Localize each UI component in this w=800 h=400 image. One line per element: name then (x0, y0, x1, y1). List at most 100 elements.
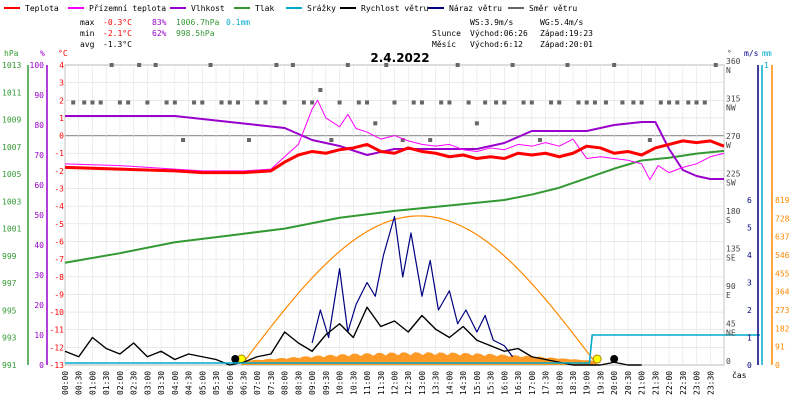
tick-x: 12:30 (404, 371, 413, 395)
wind-dir-point (584, 100, 589, 105)
tick-solar: 546 (775, 251, 790, 260)
tick-x: 11:00 (363, 371, 372, 395)
wind-dir-point (483, 100, 488, 105)
wind-dir-point (318, 88, 323, 92)
tick-deg: 90 (726, 282, 736, 291)
wind-dir-point (282, 100, 287, 105)
solar-theoretical-line (241, 215, 597, 366)
legend-label: Náraz větru (449, 4, 502, 13)
legend-item-srazky: Srážky (286, 4, 336, 13)
tick-hpa: 1013 (2, 61, 21, 70)
wind-dir-point (466, 100, 471, 105)
tick-pct: 80 (34, 121, 44, 130)
stats-min-press: 998.5hPa (176, 29, 215, 38)
wind-dir-point (557, 100, 562, 105)
sunset-marker (592, 354, 602, 364)
tick-x: 01:00 (88, 371, 97, 395)
tick-x: 03:30 (157, 371, 166, 395)
tick-ms: 4 (747, 251, 752, 260)
tick-x: 15:00 (473, 371, 482, 395)
tick-hpa: 997 (2, 279, 17, 288)
solar-measured-area (241, 352, 598, 365)
wind-dir-point (521, 100, 526, 105)
wind-dir-point (90, 100, 95, 105)
wind-dir-point (702, 100, 707, 105)
stats-min-hum: 62% (152, 29, 167, 38)
tick-c: -7 (54, 255, 64, 264)
wind-dir-point (510, 63, 515, 67)
wind-dir-point (98, 100, 103, 105)
stats-moon-label: Měsíc (432, 40, 456, 49)
tick-solar: 637 (775, 233, 790, 242)
wind-dir-point (109, 63, 114, 67)
wind-dir-point (667, 100, 672, 105)
tick-solar: 364 (775, 288, 790, 297)
tick-ms: 6 (747, 196, 752, 205)
unit-deg: ° (727, 49, 732, 58)
wind-dir-point (246, 138, 251, 142)
tick-ms: 5 (747, 224, 752, 233)
legend-label: Rychlost větru (361, 4, 429, 13)
wind-dir-point (263, 100, 268, 105)
tick-x: 04:30 (185, 371, 194, 395)
tick-deg: 45 (726, 320, 736, 329)
wind-dir-point (631, 100, 636, 105)
tick-pct: 100 (30, 61, 45, 70)
tick-solar: 728 (775, 214, 790, 223)
wind-dir-point (71, 100, 76, 105)
series-rychlost-vetru (64, 306, 642, 366)
legend-item-prizemni-teplota: Přízemní teplota (68, 4, 166, 13)
tick-x: 18:00 (555, 371, 564, 395)
tick-solar: 182 (775, 324, 790, 333)
series-layer (64, 63, 760, 366)
tick-x: 07:30 (267, 371, 276, 395)
legend-label: Směr větru (529, 4, 577, 13)
tick-c: -5 (54, 220, 64, 229)
legend-label: Srážky (307, 4, 336, 13)
stats-block: max -0.3°C 83% 1006.7hPa 0.1mm min -2.1°… (80, 18, 593, 49)
wind-dir-point (255, 100, 260, 105)
tick-pct: 90 (34, 91, 44, 100)
tick-hpa: 999 (2, 252, 17, 261)
series-teplota (64, 139, 725, 175)
wind-dir-point (164, 100, 169, 105)
tick-x: 12:00 (391, 371, 400, 395)
wind-dir-point (337, 100, 342, 105)
tick-x: 00:30 (75, 371, 84, 395)
tick-hpa: 1005 (2, 170, 21, 179)
unit-pct: % (40, 49, 45, 58)
series-vlhkost (65, 115, 724, 180)
tick-x: 02:00 (116, 371, 125, 395)
tick-x: 05:30 (212, 371, 221, 395)
tick-x: 14:00 (445, 371, 454, 395)
tick-pct: 70 (34, 151, 44, 160)
stats-ws: WS:3.9m/s (470, 18, 514, 27)
legend-item-smer-vetru: Směr větru (508, 4, 577, 13)
tick-x: 05:00 (198, 371, 207, 395)
tick-x: 09:00 (308, 371, 317, 395)
tick-ms: 2 (747, 306, 752, 315)
tick-c: -8 (54, 273, 64, 282)
wind-dir-point (82, 100, 87, 105)
tick-x: 00:00 (61, 371, 70, 395)
tick-x: 19:00 (583, 371, 592, 395)
wind-dir-point (365, 100, 370, 105)
unit-ms: m/s (744, 49, 759, 58)
tick-x: 13:00 (418, 371, 427, 395)
wind-dir-point (455, 63, 460, 67)
legend: Teplota Přízemní teplota Vlhkost Tlak Sr… (4, 4, 577, 13)
stats-sunset: Západ:19:23 (540, 29, 593, 38)
tick-x: 02:30 (130, 371, 139, 395)
tick-c: -1 (54, 149, 64, 158)
legend-item-tlak: Tlak (234, 4, 274, 13)
wind-dir-point (290, 63, 295, 67)
wind-dir-point (686, 100, 691, 105)
tick-hpa: 1003 (2, 197, 21, 206)
tick-pct: 30 (34, 271, 44, 280)
tick-x: 20:00 (610, 371, 619, 395)
tick-x: 18:30 (569, 371, 578, 395)
tick-c: -4 (54, 202, 64, 211)
wind-dir-point (439, 100, 444, 105)
wind-dir-point (392, 100, 397, 105)
stats-moonrise: Východ:6:12 (470, 40, 523, 49)
